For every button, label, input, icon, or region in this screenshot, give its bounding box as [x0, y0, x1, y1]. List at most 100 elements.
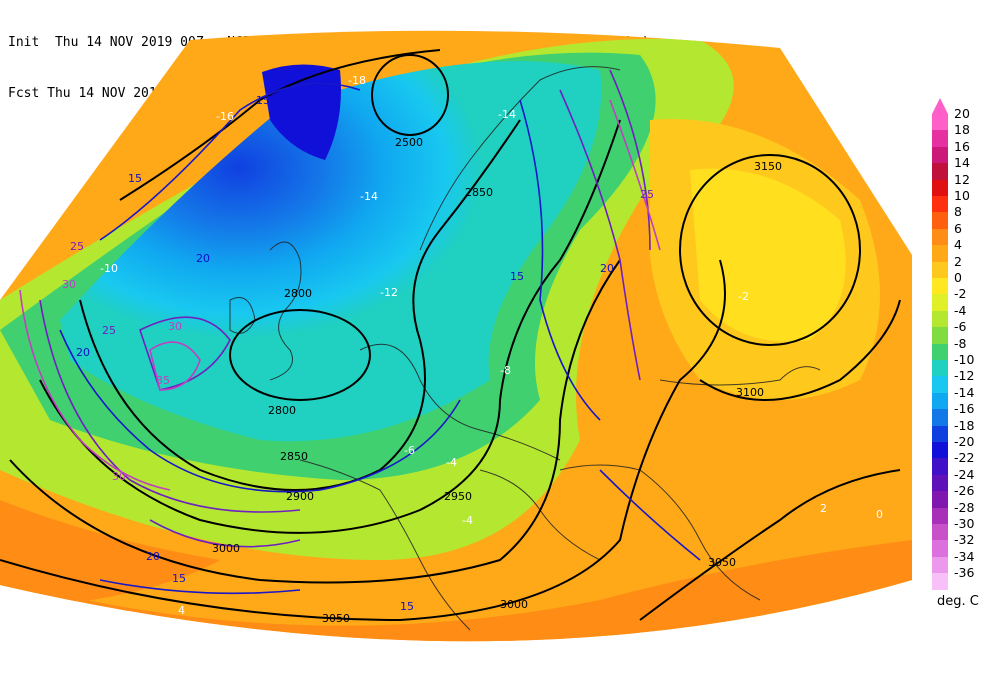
legend-swatch [932, 212, 948, 230]
legend-swatch [932, 540, 948, 558]
legend-units: deg. C [937, 594, 979, 609]
height-label: 3000 [212, 542, 240, 555]
temp-label: 0 [876, 508, 883, 521]
temp-label: -18 [348, 74, 366, 87]
legend-swatch [932, 179, 948, 197]
legend-label: -14 [954, 384, 975, 400]
legend-swatch [932, 556, 948, 574]
temperature-legend: 20 18 16 14 12 10 8 6 4 2 0 -2 -4 -6 -8 -10 -12 -14 -16 -18… [928, 98, 1000, 591]
wind-label: 30 [112, 470, 126, 483]
temp-label: -10 [100, 262, 118, 275]
legend-label: -20 [954, 434, 975, 449]
height-label: 2900 [286, 490, 314, 503]
height-label: 3100 [736, 386, 764, 399]
sw-warm [0, 500, 220, 610]
wind-contours-30-35 [19, 99, 661, 491]
legend-label: 18 [954, 122, 970, 138]
wind-label: 20 [146, 550, 160, 563]
legend-label: 10 [954, 188, 970, 203]
height-label: 3000 [500, 598, 528, 611]
legend-swatch [932, 491, 948, 509]
legend-label: -16 [954, 401, 975, 417]
height-label: 2950 [444, 490, 472, 503]
height-label: 3050 [322, 612, 350, 625]
legend-swatch [932, 278, 948, 295]
wind-label: 25 [70, 240, 84, 253]
legend-swatch [932, 442, 948, 459]
legend-arrow-icon [932, 98, 948, 114]
legend-label: -2 [954, 286, 967, 302]
temp-label: -4 [462, 514, 473, 527]
legend-swatch [932, 196, 948, 213]
legend-swatch [932, 245, 948, 263]
legend-swatch [932, 474, 948, 492]
legend-label: -30 [954, 516, 975, 531]
wind-label: 30 [168, 320, 182, 333]
legend-swatch [932, 343, 948, 361]
wind-contours-15 [59, 82, 701, 595]
wind-label: 15 [128, 172, 142, 185]
legend-label: -18 [954, 417, 975, 433]
legend-swatch [932, 573, 948, 591]
legend-swatch [932, 425, 948, 443]
temp-label: -12 [380, 286, 398, 299]
temp-label: -14 [360, 190, 378, 203]
legend-swatch [932, 146, 948, 164]
legend-label: 2 [954, 253, 962, 269]
legend-label: -24 [954, 466, 975, 482]
legend-swatch [932, 310, 948, 328]
height-label: 2850 [465, 186, 493, 199]
height-label: 2500 [395, 136, 423, 149]
map-area [0, 30, 912, 642]
legend-swatch [932, 360, 948, 377]
legend-label: -32 [954, 532, 975, 548]
legend-swatch [932, 409, 948, 427]
wind-label: 35 [156, 374, 170, 387]
wind-label: 15 [172, 572, 186, 585]
temp-label: -16 [216, 110, 234, 123]
legend-label: -4 [954, 302, 967, 318]
legend-label: 4 [954, 237, 962, 253]
map-text-labels: 2500 2800 2800 2850 2850 2900 2950 3000 … [62, 74, 883, 625]
legend-label: 14 [954, 155, 970, 171]
legend-label: -22 [954, 450, 975, 466]
height-label: 3150 [754, 160, 782, 173]
height-label: 3050 [708, 556, 736, 569]
legend-label: -8 [954, 335, 967, 351]
height-label: 2800 [284, 287, 312, 300]
wind-contours-20-25 [39, 69, 651, 548]
legend-label: 20 [954, 106, 970, 121]
legend-label: 8 [954, 204, 962, 220]
legend-swatch [932, 130, 948, 148]
temp-label: -4 [446, 456, 457, 469]
legend-swatch [932, 458, 948, 476]
legend-swatch [932, 392, 948, 410]
legend-label: -10 [954, 352, 975, 367]
wind-label: 20 [600, 262, 614, 275]
legend-label: -12 [954, 368, 975, 384]
temp-label: -6 [404, 444, 415, 457]
wind-label: 15 [256, 94, 270, 107]
temp-label: 2 [820, 502, 827, 515]
legend-label: 6 [954, 220, 962, 236]
height-label: 2800 [268, 404, 296, 417]
legend-label: -34 [954, 548, 975, 564]
legend-label: -36 [954, 565, 975, 581]
wind-label: 25 [102, 324, 116, 337]
legend-swatch [932, 507, 948, 525]
height-label: 2850 [280, 450, 308, 463]
temp-label: -2 [738, 290, 749, 303]
legend-label: -26 [954, 483, 975, 499]
cold-pool [60, 61, 602, 442]
legend-label: 16 [954, 138, 970, 154]
legend-swatch [932, 228, 948, 246]
legend-swatch [932, 376, 948, 394]
legend-swatch [932, 294, 948, 312]
legend-swatch [932, 524, 948, 541]
legend-swatch [932, 163, 948, 181]
legend-label: 0 [954, 270, 962, 285]
map-svg: 2500 2800 2800 2850 2850 2900 2950 3000 … [0, 30, 912, 642]
legend-label: -28 [954, 499, 975, 515]
legend-swatch [932, 261, 948, 279]
wind-label: 20 [76, 346, 90, 359]
